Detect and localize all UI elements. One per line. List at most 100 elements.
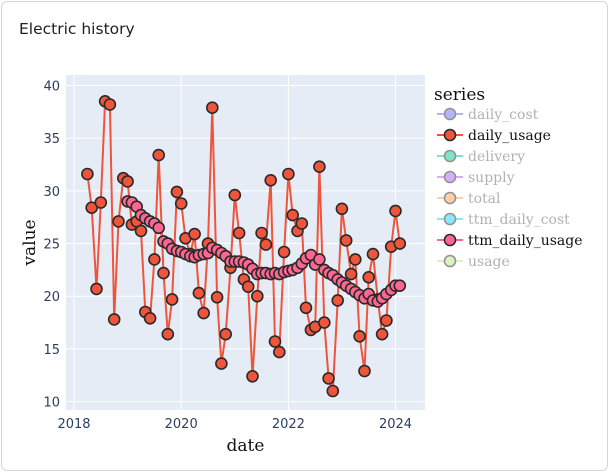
x-tick-label: 2018 bbox=[57, 417, 90, 432]
data-point-daily_usage bbox=[219, 327, 232, 341]
series-ttm_daily_usage bbox=[121, 195, 407, 308]
legend-item-ttm_daily_usage[interactable]: ttm_daily_usage bbox=[437, 233, 583, 249]
data-point-daily_usage bbox=[259, 238, 273, 251]
y-axis-title: value bbox=[20, 219, 40, 266]
data-point-daily_usage bbox=[148, 253, 161, 266]
data-point-daily_usage bbox=[272, 345, 286, 359]
legend-marker bbox=[443, 170, 457, 184]
legend-marker bbox=[443, 191, 457, 205]
data-point-daily_usage bbox=[228, 188, 242, 202]
data-point-daily_usage bbox=[210, 290, 224, 304]
data-point-daily_usage bbox=[94, 196, 108, 209]
legend-marker bbox=[443, 233, 457, 247]
data-point-daily_usage bbox=[107, 313, 121, 326]
x-tick-label: 2022 bbox=[272, 417, 305, 432]
data-point-daily_usage bbox=[255, 226, 268, 240]
data-point-daily_usage bbox=[103, 98, 117, 111]
data-point-daily_usage bbox=[90, 282, 103, 296]
y-axis-ticks: 10 15 20 25 30 35 40 bbox=[43, 80, 60, 411]
series-layer bbox=[81, 95, 407, 398]
data-point-daily_usage bbox=[143, 311, 157, 325]
legend-item-total[interactable]: total bbox=[437, 191, 501, 207]
data-point-daily_usage bbox=[241, 280, 255, 294]
y-tick-label: 35 bbox=[43, 132, 60, 147]
data-point-daily_usage bbox=[165, 293, 179, 306]
data-point-ttm_daily_usage bbox=[393, 279, 407, 293]
data-point-daily_usage bbox=[380, 314, 393, 327]
legend: series daily_cost daily_usage delivery supp… bbox=[434, 85, 583, 270]
data-point-daily_usage bbox=[161, 327, 175, 341]
data-point-daily_usage bbox=[317, 316, 331, 329]
data-point-daily_usage bbox=[246, 369, 259, 383]
legend-marker bbox=[443, 107, 457, 121]
data-point-daily_usage bbox=[188, 227, 201, 241]
legend-item-delivery[interactable]: delivery bbox=[437, 149, 525, 165]
x-axis-title: date bbox=[227, 436, 265, 456]
legend-label: total bbox=[468, 191, 501, 207]
legend-item-daily_usage[interactable]: daily_usage bbox=[437, 128, 551, 144]
card-title: Electric history bbox=[19, 20, 135, 38]
data-point-daily_usage bbox=[250, 289, 264, 303]
legend-label: ttm_daily_usage bbox=[468, 233, 583, 249]
data-point-daily_usage bbox=[232, 226, 246, 240]
legend-item-supply[interactable]: supply bbox=[437, 170, 515, 186]
series-daily_usage bbox=[81, 95, 407, 398]
y-tick-label: 10 bbox=[43, 396, 60, 411]
y-tick-label: 15 bbox=[43, 343, 60, 358]
plot-area bbox=[66, 75, 425, 410]
data-point-daily_usage bbox=[192, 286, 206, 300]
data-point-daily_usage bbox=[112, 215, 125, 228]
data-point-daily_usage bbox=[121, 175, 134, 188]
data-point-daily_usage bbox=[389, 204, 402, 218]
data-point-daily_usage bbox=[197, 306, 210, 320]
data-point-daily_usage bbox=[326, 384, 340, 398]
data-point-daily_usage bbox=[353, 329, 366, 343]
data-point-ttm_daily_usage bbox=[313, 253, 326, 266]
x-tick-label: 2020 bbox=[165, 417, 198, 432]
data-point-daily_usage bbox=[335, 202, 349, 216]
legend-title: series bbox=[434, 85, 485, 105]
data-point-daily_usage bbox=[81, 167, 94, 181]
legend-marker bbox=[443, 212, 457, 226]
data-point-daily_usage bbox=[393, 237, 407, 250]
data-point-daily_usage bbox=[295, 217, 309, 230]
data-point-daily_usage bbox=[358, 364, 371, 378]
data-point-daily_usage bbox=[282, 167, 295, 181]
legend-label: daily_usage bbox=[468, 128, 551, 144]
data-point-daily_usage bbox=[362, 270, 376, 284]
data-point-daily_usage bbox=[344, 267, 358, 281]
legend-label: supply bbox=[468, 170, 515, 186]
data-point-daily_usage bbox=[152, 148, 165, 162]
data-point-daily_usage bbox=[339, 234, 353, 247]
data-point-daily_usage bbox=[277, 245, 291, 259]
legend-item-ttm_daily_cost[interactable]: ttm_daily_cost bbox=[437, 212, 570, 228]
legend-item-usage[interactable]: usage bbox=[437, 254, 510, 270]
data-point-daily_usage bbox=[286, 208, 300, 222]
legend-marker bbox=[443, 128, 457, 142]
data-point-daily_usage bbox=[206, 101, 219, 114]
data-point-daily_usage bbox=[85, 201, 98, 214]
legend-label: ttm_daily_cost bbox=[468, 212, 570, 228]
data-point-daily_usage bbox=[134, 224, 148, 238]
y-tick-label: 20 bbox=[43, 290, 60, 305]
legend-marker bbox=[443, 254, 457, 268]
data-point-daily_usage bbox=[313, 160, 326, 173]
data-point-ttm_daily_usage bbox=[152, 221, 165, 235]
legend-marker bbox=[443, 149, 457, 163]
data-point-daily_usage bbox=[170, 185, 184, 199]
data-point-daily_usage bbox=[331, 294, 345, 307]
y-tick-label: 30 bbox=[43, 185, 60, 200]
data-point-daily_usage bbox=[322, 372, 335, 385]
data-point-daily_usage bbox=[366, 247, 380, 261]
y-tick-label: 40 bbox=[43, 80, 60, 95]
y-tick-label: 25 bbox=[43, 238, 60, 253]
data-point-daily_usage bbox=[299, 301, 313, 315]
data-point-daily_usage bbox=[268, 335, 282, 348]
x-tick-label: 2024 bbox=[379, 417, 412, 432]
x-axis-ticks: 2018 2020 2022 2024 bbox=[57, 417, 412, 432]
data-point-daily_usage bbox=[264, 174, 278, 187]
legend-label: delivery bbox=[468, 149, 525, 165]
legend-label: usage bbox=[468, 254, 510, 270]
legend-item-daily_cost[interactable]: daily_cost bbox=[437, 107, 539, 123]
